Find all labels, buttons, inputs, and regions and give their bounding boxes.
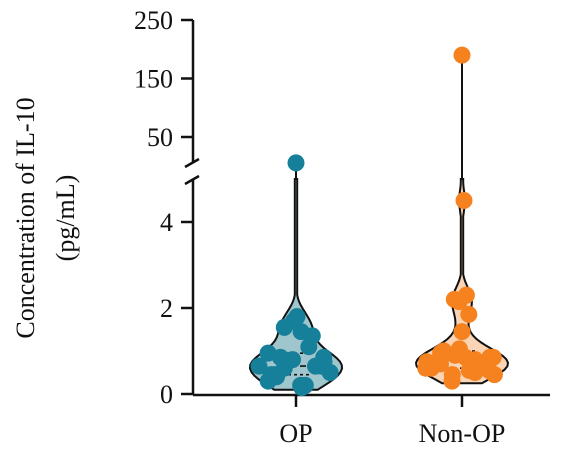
data-point-op: [315, 353, 333, 371]
data-point-op: [268, 368, 285, 386]
data-point-op: [250, 357, 268, 375]
data-point-non-op: [432, 355, 449, 373]
outlier-point-non-op: [453, 46, 471, 64]
data-point-op: [285, 312, 303, 330]
y-tick-label: 0: [160, 380, 173, 409]
axis-break-mark-top: [184, 157, 200, 169]
points: [250, 46, 503, 397]
y-tick-label: 4: [160, 208, 173, 237]
data-point-non-op: [446, 346, 464, 364]
outlier-point-op: [287, 154, 305, 172]
data-point-non-op: [480, 361, 498, 379]
data-point-op: [300, 338, 318, 356]
data-point-non-op: [460, 305, 478, 323]
data-point-non-op: [450, 293, 468, 311]
axis-break-mark-bottom: [184, 174, 200, 186]
axes: 0 2 4 50 150 250 OP Non-OP: [134, 6, 550, 448]
data-point-non-op: [455, 192, 473, 209]
y-tick-label: 2: [160, 294, 173, 323]
data-point-non-op: [466, 351, 484, 369]
data-point-op: [293, 379, 311, 397]
violins: [248, 55, 510, 391]
y-tick-label: 150: [134, 65, 173, 94]
x-tick-label: OP: [279, 419, 312, 448]
y-axis-label-line-2: (pg/mL): [51, 175, 80, 262]
data-point-non-op: [443, 372, 461, 390]
x-tick-label: Non-OP: [419, 419, 506, 448]
data-point-op: [275, 351, 293, 369]
y-tick-label: 50: [147, 123, 173, 152]
y-tick-label: 250: [134, 6, 173, 35]
y-axis-label: Concentration of IL-10 (pg/mL): [11, 97, 80, 338]
data-point-non-op: [453, 323, 471, 341]
y-axis-label-line-1: Concentration of IL-10: [11, 97, 40, 338]
